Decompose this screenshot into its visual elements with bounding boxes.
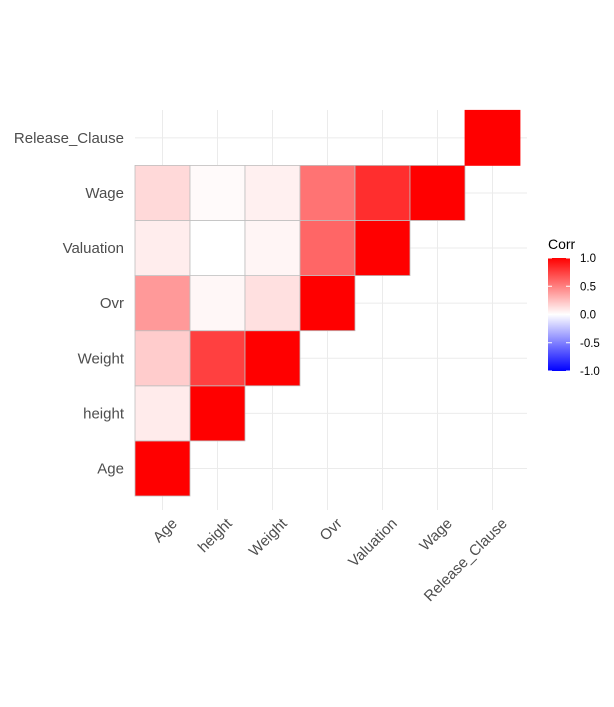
heatmap-cell-ovr-valuation xyxy=(299,220,356,276)
y-tick-label-ovr: Ovr xyxy=(100,295,124,312)
heatmap-cell-age-ovr xyxy=(134,275,191,332)
legend-tick-label: 0.5 xyxy=(580,281,596,293)
heatmap-cell-age-valuation xyxy=(134,220,191,276)
x-axis-labels: Age height Weight Ovr Valuation WageRelease_C… xyxy=(150,515,511,605)
y-tick-label-valuation: Valuation xyxy=(63,240,124,257)
heatmap-cell-age-age xyxy=(134,440,191,497)
heatmap-cell-weight-ovr xyxy=(244,275,301,332)
heatmap-cell-valuation-wage xyxy=(354,164,411,221)
y-axis-labels: Age height Weight Ovr Valuation Wage Release_C… xyxy=(14,130,125,478)
legend-tick-label: -1.0 xyxy=(580,366,600,378)
y-tick-label-age: Age xyxy=(97,460,124,477)
heatmap-cell-weight-valuation xyxy=(244,220,301,276)
y-tick-label-wage: Wage xyxy=(85,185,124,202)
y-tick-label-height: height xyxy=(83,405,125,422)
legend-tick-label: 0.0 xyxy=(580,310,596,322)
x-tick-label-weight: Weight xyxy=(246,515,291,560)
heatmap-cell-age-height xyxy=(134,385,191,442)
x-tick-label-height: height xyxy=(195,515,237,557)
heatmap-cell-ovr-wage xyxy=(299,164,356,221)
legend: Corr 1.0 0.5 0.0 -0.5 -1.0 xyxy=(548,236,600,378)
heatmap-cell-height-weight xyxy=(189,330,246,387)
legend-tick-label: -0.5 xyxy=(580,338,600,350)
y-tick-label-weight: Weight xyxy=(78,350,125,367)
heatmap-tiles xyxy=(134,109,521,497)
heatmap-cell-height-valuation xyxy=(189,220,246,276)
heatmap-cell-ovr-ovr xyxy=(299,275,356,332)
x-tick-label-age: Age xyxy=(150,515,181,546)
heatmap-cell-wage-wage xyxy=(409,164,466,221)
x-tick-label-ovr: Ovr xyxy=(317,515,346,544)
heatmap-cell-weight-wage xyxy=(244,164,301,221)
heatmap-cell-height-height xyxy=(189,385,246,442)
x-tick-label-valuation: Valuation xyxy=(345,515,400,570)
heatmap-cell-age-wage xyxy=(134,164,191,221)
legend-tick-label: 1.0 xyxy=(580,253,596,265)
heatmap-cell-height-ovr xyxy=(189,275,246,332)
heatmap-cell-release-clause-release-clause xyxy=(464,109,521,166)
y-tick-label-release-clause: Release_Clause xyxy=(14,130,124,147)
heatmap-cell-valuation-valuation xyxy=(354,220,411,276)
legend-colorbar xyxy=(548,258,570,371)
heatmap-cell-weight-weight xyxy=(244,330,301,387)
x-tick-label-wage: Wage xyxy=(416,515,455,554)
heatmap-cell-age-weight xyxy=(134,330,191,387)
legend-title: Corr xyxy=(548,236,576,252)
heatmap-cell-height-wage xyxy=(189,164,246,221)
